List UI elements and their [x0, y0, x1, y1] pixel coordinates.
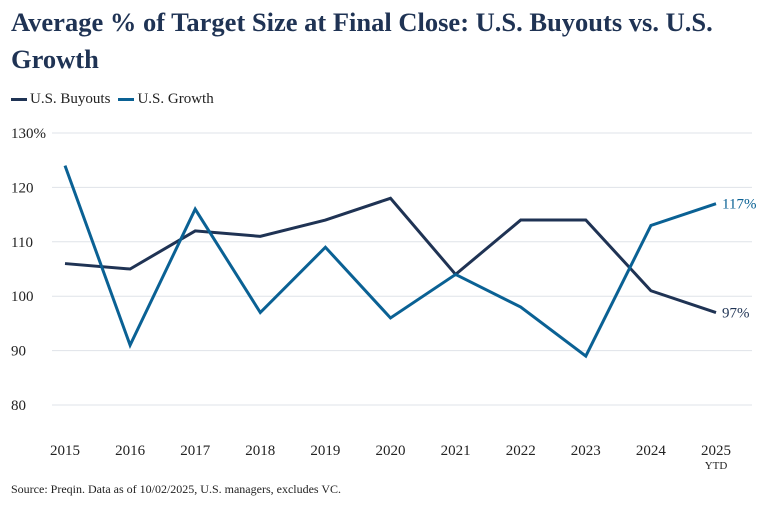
x-tick-label: 2023 — [571, 443, 601, 459]
y-tick-label: 80 — [11, 398, 26, 414]
x-tick-label: 2019 — [310, 443, 340, 459]
y-tick-label: 100 — [11, 289, 34, 305]
source-note: Source: Preqin. Data as of 10/02/2025, U… — [11, 482, 342, 496]
legend-label-growth: U.S. Growth — [137, 90, 214, 107]
x-tick-label: 2017 — [180, 443, 211, 459]
series-line-growth — [63, 165, 717, 359]
end-label-growth: 117% — [722, 197, 756, 213]
x-tick-label: 2021 — [441, 443, 471, 459]
legend-item-growth: U.S. Growth — [118, 90, 214, 108]
legend: U.S. Buyouts U.S. Growth — [11, 89, 222, 109]
legend-swatch-buyouts — [11, 97, 27, 101]
chart-title: Average % of Target Size at Final Close:… — [11, 7, 713, 74]
end-label-buyouts: 97% — [722, 306, 750, 322]
x-tick-label: 2022 — [506, 443, 536, 459]
x-tick-label: 2018 — [245, 443, 275, 459]
y-tick-label: 90 — [11, 344, 26, 360]
y-tick-label: 130% — [11, 126, 46, 142]
x-tick-label: 2015 — [50, 443, 80, 459]
line-chart: 80 90 100 110 120 130% 2015 2016 2017 2018 2019 202… — [11, 126, 756, 472]
x-tick-sublabel: YTD — [705, 460, 728, 472]
legend-label-buyouts: U.S. Buyouts — [30, 90, 111, 107]
x-tick-label: 2020 — [376, 443, 406, 459]
legend-item-buyouts: U.S. Buyouts — [11, 91, 110, 108]
x-tick-label: 2016 — [115, 443, 146, 459]
series-line-buyouts — [64, 196, 717, 314]
x-tick-label: 2025 — [701, 443, 731, 459]
legend-swatch-growth — [118, 97, 135, 101]
y-tick-label: 120 — [11, 180, 34, 196]
y-tick-label: 110 — [11, 235, 33, 251]
x-tick-label: 2024 — [636, 443, 667, 459]
